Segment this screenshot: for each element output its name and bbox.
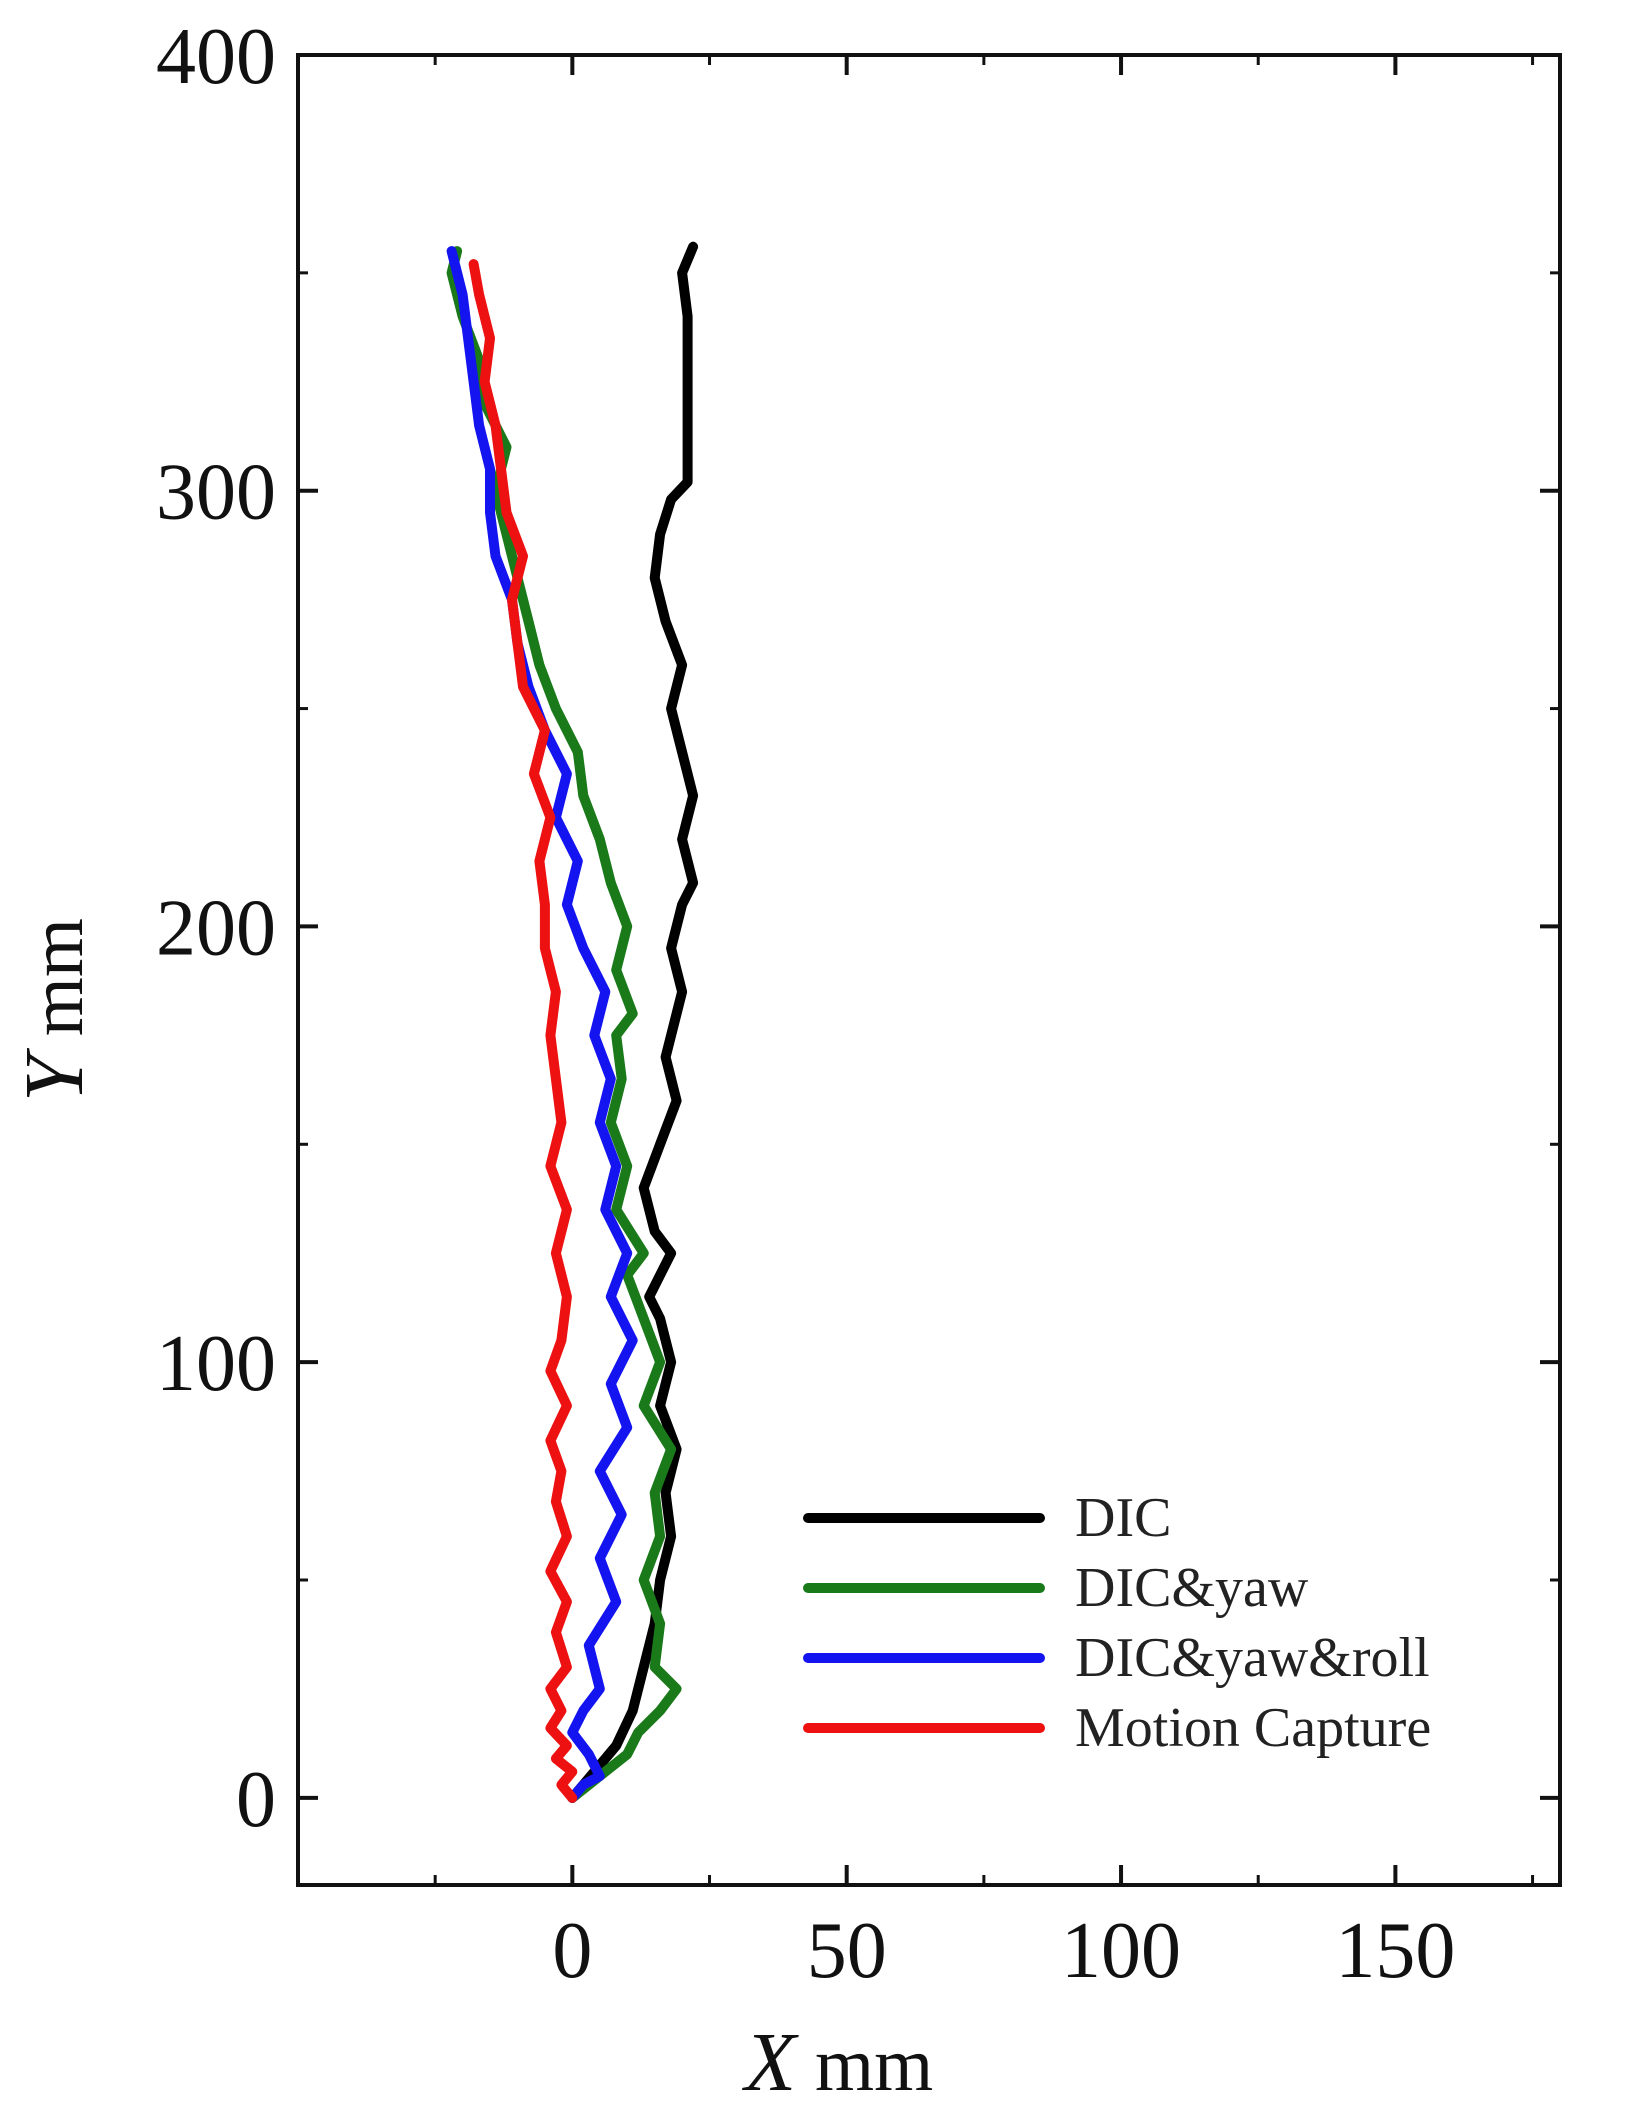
x-axis-unit: mm: [815, 2023, 933, 2107]
series-line-motion-capture: [468, 259, 578, 1803]
y-axis-unit: mm: [15, 918, 99, 1036]
y-tick-label: 300: [156, 449, 276, 537]
legend-label: DIC&yaw&roll: [1075, 1627, 1430, 1689]
x-axis-label: X mm: [742, 2016, 934, 2109]
tick-labels: 0 50 100 150 0 100 200 300 400: [156, 13, 1455, 1995]
y-axis-variable: Y: [8, 1047, 101, 1102]
y-tick-label: 200: [156, 884, 276, 972]
legend-label: Motion Capture: [1075, 1697, 1431, 1759]
plot-lines: [446, 241, 699, 1803]
legend-label: DIC&yaw: [1075, 1557, 1309, 1619]
x-tick-label: 100: [1061, 1907, 1181, 1995]
y-tick-label: 100: [156, 1320, 276, 1408]
y-axis-label: Y mm: [8, 918, 101, 1102]
y-tick-label: 0: [236, 1756, 276, 1844]
legend-label: DIC: [1075, 1487, 1171, 1549]
series-line-dic: [567, 241, 699, 1803]
y-tick-label: 400: [156, 13, 276, 101]
plot-frame: [296, 53, 1562, 1887]
series-line-dic-yaw: [446, 246, 682, 1803]
x-tick-label: 50: [807, 1907, 887, 1995]
x-axis-variable: X: [742, 2016, 800, 2109]
x-tick-label: 0: [552, 1907, 592, 1995]
x-tick-label: 150: [1335, 1907, 1455, 1995]
legend: DIC DIC&yaw DIC&yaw&roll Motion Capture: [803, 1487, 1431, 1759]
series-line-dic-yaw-roll: [446, 246, 638, 1803]
